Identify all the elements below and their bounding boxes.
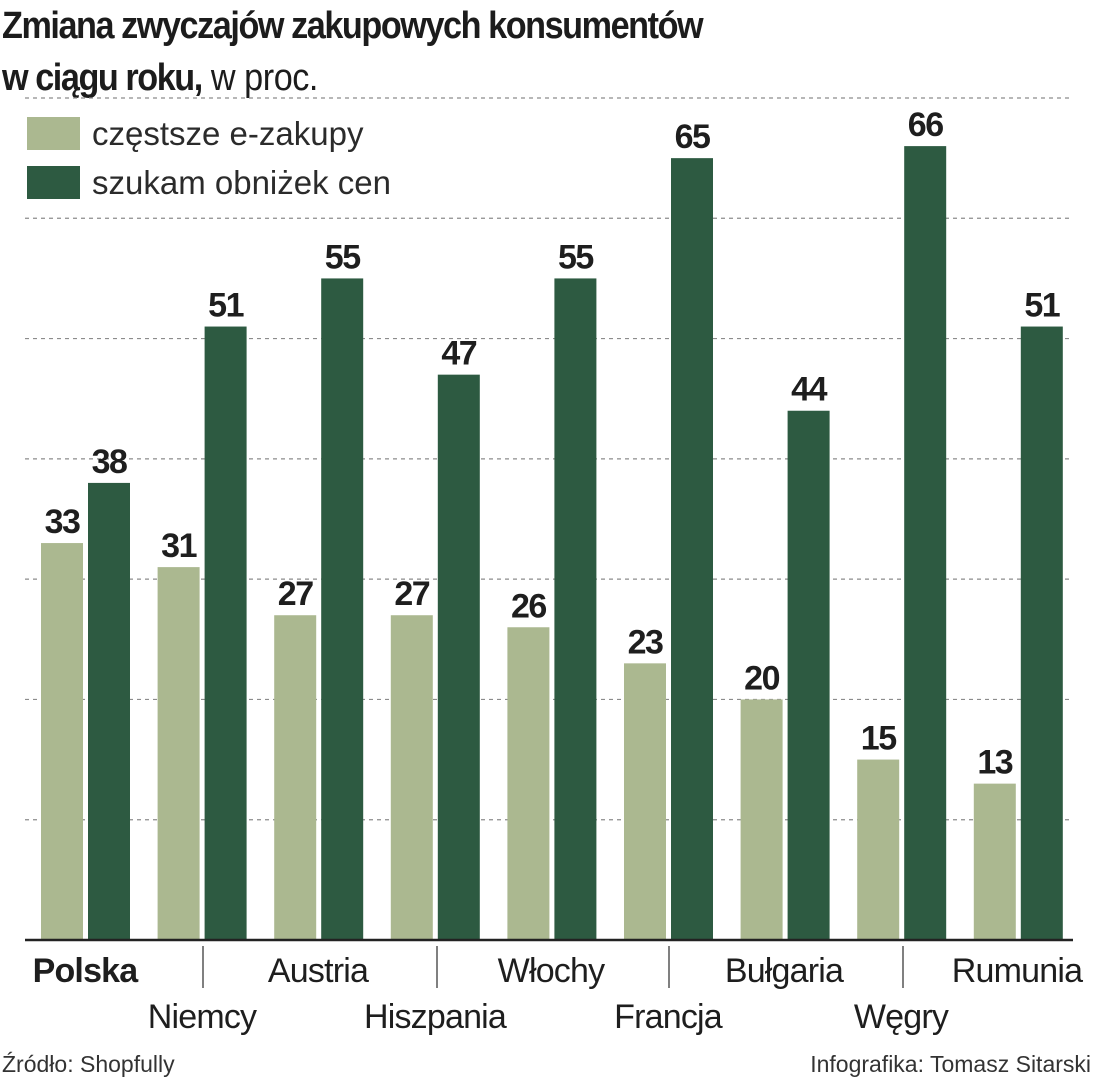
legend-swatch [27,166,80,199]
category-label: Francja [614,998,723,1036]
bars [41,146,1063,941]
category-label: Bułgaria [725,952,844,990]
bar [857,759,900,940]
data-label: 65 [675,118,710,156]
bar [1020,326,1063,940]
bar [554,278,597,940]
legend-label: szukam obniżek cen [92,164,391,201]
data-label: 51 [1024,287,1059,325]
data-label: 20 [744,659,779,697]
bar [88,482,130,940]
category-label: Węgry [854,998,949,1036]
data-label: 47 [441,335,476,373]
data-label: 33 [45,503,80,541]
data-label: 44 [791,371,827,409]
bar [787,410,830,940]
data-label: 26 [511,587,546,625]
data-label: 15 [861,720,896,758]
legend-label: częstsze e-zakupy [92,115,364,152]
legend: częstsze e-zakupy szukam obniżek cen [27,115,391,201]
bar [390,615,433,940]
value-labels: 33 38 31 51 27 55 27 47 26 55 23 65 20 44 15 66 13 51 [45,106,1062,782]
source-note: Źródło: Shopfully [2,1051,175,1077]
bar [437,374,480,941]
bar [157,567,200,940]
data-label: 55 [558,238,593,276]
title-line-1: Zmiana zwyczajów zakupowych konsumentów [2,5,704,47]
category-label: Austria [268,952,369,990]
data-label: 66 [908,106,943,144]
data-label: 38 [92,443,127,481]
category-label: Hiszpania [364,998,507,1036]
category-label: Rumunia [952,952,1083,990]
bar [624,663,666,940]
bar [204,326,247,940]
title-line-2: w ciągu roku, w proc. [2,52,702,104]
legend-swatch [27,117,80,150]
bar [904,146,947,941]
category-label: Polska [33,952,140,990]
data-label: 55 [325,238,360,276]
data-label: 13 [977,744,1012,782]
category-label: Włochy [498,952,605,990]
title-emphasis: w ciągu roku, [2,57,203,99]
bar [274,615,317,940]
data-label: 23 [628,623,663,661]
bar [973,783,1016,940]
data-label: 27 [278,575,313,613]
chart-title: Zmiana zwyczajów zakupowych konsumentów … [2,0,780,104]
title-unit: w proc. [201,57,319,99]
data-label: 31 [161,527,196,565]
credit-note: Infografika: Tomasz Sitarski [810,1051,1091,1077]
data-label: 51 [208,287,243,325]
bar [321,278,364,940]
bar [507,627,550,940]
bar [41,543,83,940]
bar [671,158,713,941]
data-label: 27 [394,575,429,613]
bar [740,699,783,940]
category-label: Niemcy [148,998,257,1036]
